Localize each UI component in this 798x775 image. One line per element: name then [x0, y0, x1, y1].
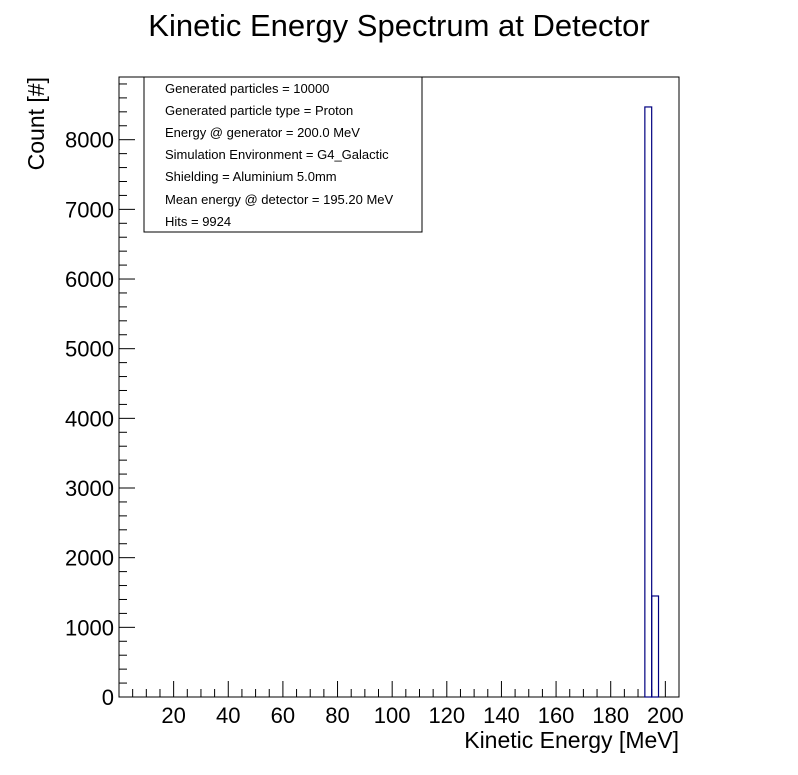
y-tick-label: 4000: [65, 406, 114, 431]
x-tick-label: 160: [538, 703, 575, 728]
stats-line: Hits = 9924: [165, 214, 231, 229]
y-tick-label: 1000: [65, 615, 114, 640]
x-tick-label: 100: [374, 703, 411, 728]
x-tick-label: 60: [271, 703, 295, 728]
stats-line: Mean energy @ detector = 195.20 MeV: [165, 192, 394, 207]
stats-line: Shielding = Aluminium 5.0mm: [165, 169, 337, 184]
y-tick-label: 8000: [65, 128, 114, 153]
y-axis-label: Count [#]: [23, 77, 49, 170]
stats-box: [143, 76, 423, 233]
stats-lines: Generated particles = 10000 Generated pa…: [165, 81, 394, 229]
x-tick-label: 120: [428, 703, 465, 728]
histogram-bin: [644, 106, 653, 698]
y-tick-label: 0: [102, 685, 114, 710]
stats-line: Energy @ generator = 200.0 MeV: [165, 125, 360, 140]
x-tick-label: 140: [483, 703, 520, 728]
histogram-bin: [651, 595, 660, 698]
y-tick-label: 5000: [65, 337, 114, 362]
x-tick-label: 80: [325, 703, 349, 728]
y-tick-label: 3000: [65, 476, 114, 501]
chart-title: Kinetic Energy Spectrum at Detector: [148, 8, 649, 43]
y-tick-label: 6000: [65, 267, 114, 292]
stats-line: Generated particle type = Proton: [165, 103, 353, 118]
x-tick-label: 200: [647, 703, 684, 728]
x-tick-label: 180: [592, 703, 629, 728]
x-axis-label: Kinetic Energy [MeV]: [464, 727, 679, 753]
x-axis-ticks: 20 40 60 80 100 120 140 160 180 200: [132, 681, 684, 728]
x-tick-label: 40: [216, 703, 240, 728]
x-tick-label: 20: [161, 703, 185, 728]
stats-line: Generated particles = 10000: [165, 81, 329, 96]
y-axis-ticks: 0 1000 2000 3000 4000 5000 6000 7000 8000: [65, 83, 135, 710]
stats-line: Simulation Environment = G4_Galactic: [165, 147, 389, 162]
y-tick-label: 7000: [65, 197, 114, 222]
histogram-bins: [644, 106, 660, 698]
y-tick-label: 2000: [65, 546, 114, 571]
